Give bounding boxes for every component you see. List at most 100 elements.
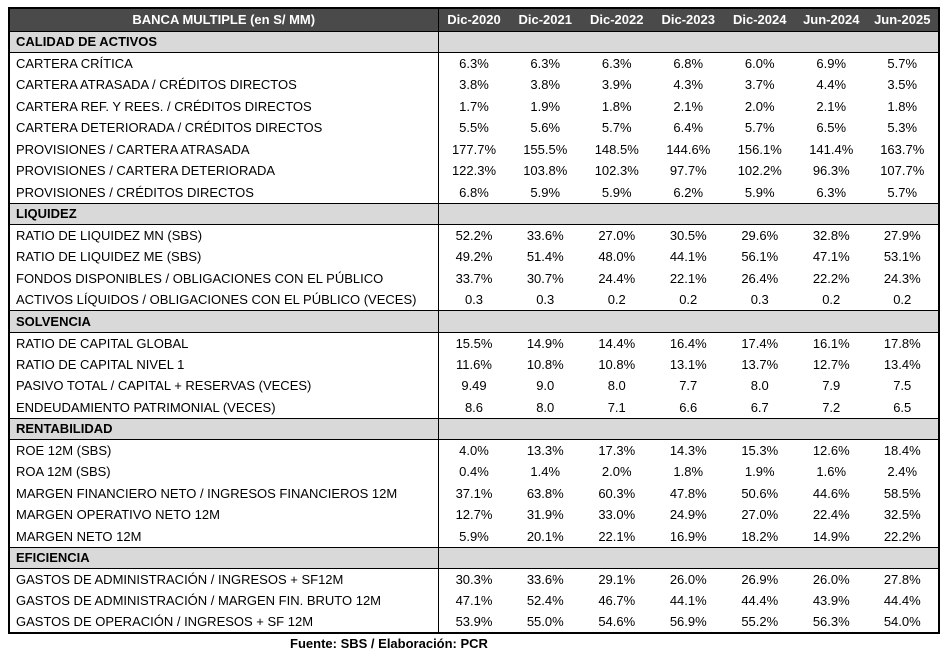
cell-value: 24.3%	[883, 270, 921, 286]
row-label: ROE 12M (SBS)	[9, 439, 439, 461]
cell-value: 10.8%	[526, 356, 564, 372]
table-row: CARTERA DETERIORADA / CRÉDITOS DIRECTOS 5…	[9, 117, 939, 139]
section-row: LIQUIDEZ	[9, 202, 939, 225]
cell-value: 6.3%	[796, 182, 868, 204]
cell-value: 9.49	[461, 378, 487, 394]
cell-value: 102.2%	[737, 163, 782, 179]
cell-value: 17.4%	[724, 332, 796, 354]
cell-value: 6.3%	[510, 53, 582, 75]
table-row: ROA 12M (SBS) 0.4% 1.4% 2.0% 1.8% 1.9% 1.6% 2.4…	[9, 461, 939, 483]
cell-value: 14.9%	[510, 332, 582, 354]
row-label: PROVISIONES / CARTERA ATRASADA	[9, 138, 439, 160]
cell-value: 1.8%	[601, 98, 632, 114]
cell-value: 22.1%	[669, 270, 707, 286]
cell-value: 6.2%	[653, 182, 725, 204]
cell-value: 24.4%	[598, 270, 636, 286]
cell-value: 3.8%	[459, 77, 489, 93]
row-label: MARGEN NETO 12M	[9, 525, 439, 547]
table-row: GASTOS DE ADMINISTRACIÓN / MARGEN FIN. B…	[9, 590, 939, 612]
cell-value: 0.4%	[459, 464, 489, 480]
row-label: GASTOS DE ADMINISTRACIÓN / MARGEN FIN. B…	[9, 590, 439, 612]
cell-value: 51.4%	[526, 249, 564, 265]
cell-value: 54.6%	[581, 612, 653, 634]
cell-value: 14.9%	[796, 526, 868, 548]
cell-value: 5.9%	[510, 182, 582, 204]
column-header: Dic-2024	[724, 8, 796, 32]
cell-value: 16.1%	[796, 332, 868, 354]
row-label: RATIO DE LIQUIDEZ MN (SBS)	[9, 224, 439, 246]
table-row: CARTERA CRÍTICA 6.3% 6.3% 6.3% 6.8% 6.0% 6.9% 5…	[9, 52, 939, 75]
cell-value: 8.0	[750, 378, 769, 394]
section-header: EFICIENCIA	[9, 546, 439, 569]
cell-value: 10.8%	[598, 356, 636, 372]
section-row: SOLVENCIA	[9, 310, 939, 333]
cell-value: 47.1%	[455, 593, 493, 609]
section-row: EFICIENCIA	[9, 546, 939, 569]
cell-value: 13.7%	[741, 356, 779, 372]
row-label: CARTERA DETERIORADA / CRÉDITOS DIRECTOS	[9, 117, 439, 139]
cell-value: 44.1%	[669, 593, 707, 609]
row-label: PROVISIONES / CARTERA DETERIORADA	[9, 160, 439, 182]
cell-value: 15.5%	[455, 335, 493, 351]
cell-value: 46.7%	[598, 593, 636, 609]
cell-value: 4.0%	[459, 443, 489, 458]
table-row: PROVISIONES / CARTERA ATRASADA 177.7% 155.…	[9, 138, 939, 160]
cell-value: 9.0	[536, 378, 555, 394]
cell-value: 31.9%	[526, 507, 564, 523]
cell-value: 6.5%	[816, 120, 847, 136]
cell-value: 11.6%	[456, 356, 492, 372]
row-label: MARGEN OPERATIVO NETO 12M	[9, 504, 439, 526]
row-label: PROVISIONES / CRÉDITOS DIRECTOS	[9, 181, 439, 203]
cell-value: 44.1%	[669, 249, 707, 265]
cell-value: 13.3%	[510, 440, 582, 462]
cell-value: 148.5%	[594, 141, 639, 157]
cell-value: 96.3%	[812, 163, 850, 179]
table-row: RATIO DE LIQUIDEZ ME (SBS) 49.2% 51.4% 48.0…	[9, 246, 939, 268]
cell-value: 6.0%	[724, 53, 796, 75]
cell-value: 56.9%	[653, 612, 725, 634]
cell-value: 30.3%	[455, 572, 493, 587]
cell-value: 7.7	[679, 378, 698, 394]
cell-value: 29.6%	[724, 225, 796, 247]
cell-value: 27.0%	[581, 225, 653, 247]
cell-value: 4.4%	[816, 77, 847, 93]
cell-value: 163.7%	[880, 141, 925, 157]
cell-value: 6.6	[653, 397, 725, 419]
cell-value: 13.1%	[669, 356, 707, 372]
cell-value: 29.1%	[581, 569, 653, 591]
cell-value: 15.3%	[724, 440, 796, 462]
cell-value: 33.7%	[455, 270, 493, 286]
cell-value: 27.8%	[867, 569, 939, 591]
cell-value: 16.9%	[653, 526, 725, 548]
cell-value: 2.0%	[744, 98, 775, 114]
row-label: CARTERA REF. Y REES. / CRÉDITOS DIRECTOS	[9, 95, 439, 117]
source-note: Fuente: SBS / Elaboración: PCR	[290, 636, 488, 650]
cell-value: 55.2%	[724, 612, 796, 634]
cell-value: 22.2%	[812, 270, 850, 286]
cell-value: 32.8%	[796, 225, 868, 247]
cell-value: 18.2%	[724, 526, 796, 548]
cell-value: 5.7%	[744, 120, 775, 136]
row-label: RATIO DE LIQUIDEZ ME (SBS)	[9, 246, 439, 268]
cell-value: 122.3%	[451, 163, 497, 179]
table-row: PROVISIONES / CARTERA DETERIORADA 122.3% 1…	[9, 160, 939, 182]
row-label: FONDOS DISPONIBLES / OBLIGACIONES CON EL…	[9, 267, 439, 289]
table-row: MARGEN NETO 12M 5.9% 20.1% 22.1% 16.9% 18.2% 1…	[9, 525, 939, 548]
table-row: PROVISIONES / CRÉDITOS DIRECTOS 6.8% 5.9% 5…	[9, 181, 939, 204]
cell-value: 13.4%	[883, 356, 921, 372]
cell-value: 5.7%	[867, 53, 939, 75]
cell-value: 16.4%	[653, 332, 725, 354]
cell-value: 30.7%	[526, 270, 564, 286]
cell-value: 26.4%	[741, 270, 779, 286]
cell-value: 6.8%	[653, 53, 725, 75]
cell-value: 102.3%	[594, 163, 639, 179]
cell-value: 7.9	[822, 378, 841, 394]
cell-value: 60.3%	[598, 485, 636, 501]
cell-value: 3.9%	[601, 77, 632, 93]
table-row: FONDOS DISPONIBLES / OBLIGACIONES CON EL…	[9, 267, 939, 289]
section-header: LIQUIDEZ	[9, 202, 439, 225]
cell-value: 3.8%	[530, 77, 561, 93]
table-row: RATIO DE CAPITAL NIVEL 1 11.6% 10.8% 10.8% 1…	[9, 353, 939, 375]
cell-value: 52.4%	[526, 593, 564, 609]
cell-value: 53.1%	[883, 249, 921, 265]
